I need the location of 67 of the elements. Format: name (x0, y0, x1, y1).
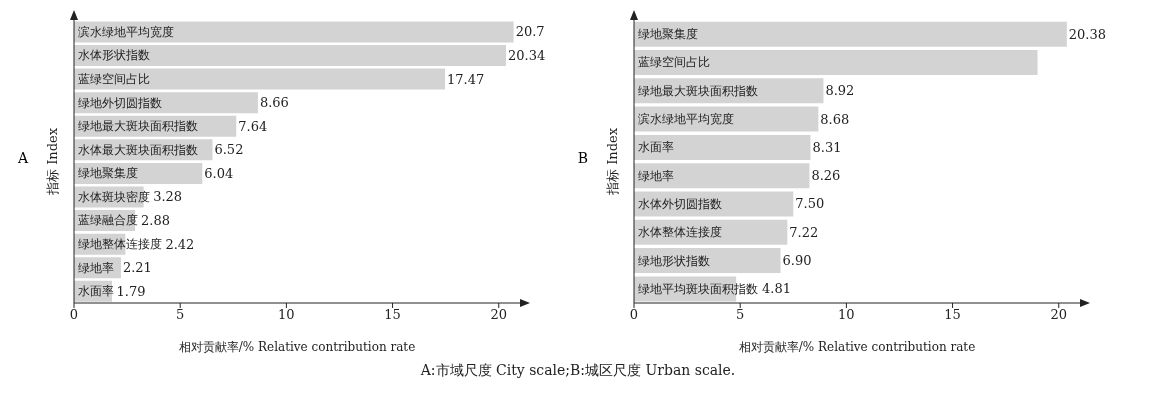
y-tick-label: 绿地率 (638, 168, 674, 183)
y-tick-label: 绿地聚集度 (638, 27, 698, 42)
data-label: 8.66 (259, 95, 289, 111)
bar (634, 21, 1067, 47)
y-tick-label: 水体外切圆指数 (638, 196, 722, 211)
data-label: 2.88 (141, 213, 170, 229)
bar (74, 45, 506, 66)
y-tick-label: 绿地形状指数 (638, 253, 710, 268)
text: A (16, 149, 30, 168)
x-tick-label: 5 (736, 307, 745, 323)
data-label: 6.90 (782, 253, 812, 269)
data-label: 8.68 (820, 111, 850, 127)
y-tick-label: 水体斑块密度 (78, 189, 150, 204)
y-tick-label: 绿地率 (78, 260, 114, 275)
data-label: 17.47 (447, 71, 485, 87)
data-label: 8.92 (825, 83, 855, 99)
x-tick-label: 0 (629, 307, 639, 323)
data-label: 1.79 (116, 283, 146, 299)
data-label: 6.04 (204, 165, 234, 181)
x-tick-label: 20 (490, 307, 508, 323)
y-tick-label: 水面率 (638, 140, 674, 155)
y-tick-label: 绿地最大斑块面积指数 (78, 119, 198, 134)
bar (634, 163, 810, 189)
y-tick-label: 滨水绿地平均宽度 (78, 24, 174, 39)
x-tick-label: 10 (278, 307, 295, 323)
y-tick-label: 绿地聚集度 (78, 166, 138, 181)
text: B (576, 149, 590, 168)
data-label: 6.52 (214, 142, 244, 158)
y-tick-label: 水面率 (78, 284, 114, 299)
data-label: 7.22 (789, 224, 819, 240)
text: A:市域尺度 City scale;B:城区尺度 Urban scale. (419, 362, 737, 380)
data-label: 2.21 (122, 260, 152, 276)
y-tick-label: 蓝绿融合度 (78, 213, 138, 228)
y-tick-label: 水体最大斑块面积指数 (78, 142, 198, 157)
y-axis-title: 指标 Index (44, 127, 60, 196)
data-label: 2.42 (165, 236, 195, 252)
y-tick-label: 水体整体连接度 (638, 225, 722, 240)
data-label: 20.7 (515, 24, 545, 40)
y-axis-title: 指标 Index (604, 127, 620, 196)
x-tick-label: 15 (944, 307, 961, 323)
x-tick-label: 10 (838, 307, 855, 323)
x-axis-title: 相对贡献率/% Relative contribution rate (738, 340, 976, 354)
bar (74, 21, 514, 43)
data-label: 8.31 (812, 139, 842, 155)
bar (74, 68, 446, 90)
bar (634, 134, 811, 160)
y-tick-label: 绿地外切圆指数 (78, 95, 162, 110)
data-label: 4.81 (762, 281, 791, 297)
y-tick-label: 绿地最大斑块面积指数 (638, 83, 758, 98)
x-tick-label: 5 (176, 307, 185, 323)
data-label: 7.64 (238, 118, 268, 134)
data-label: 20.38 (1068, 26, 1107, 42)
y-tick-label: 蓝绿空间占比 (78, 71, 150, 86)
x-axis-title: 相对贡献率/% Relative contribution rate (178, 340, 416, 354)
y-tick-label: 绿地整体连接度 (78, 237, 162, 252)
data-label: 7.50 (795, 196, 825, 212)
data-label: 3.28 (153, 189, 183, 205)
y-tick-label: 蓝绿空间占比 (638, 55, 710, 70)
bar (634, 50, 1038, 75)
data-label: 8.26 (811, 168, 841, 184)
y-tick-label: 滨水绿地平均宽度 (638, 112, 734, 127)
x-tick-label: 0 (69, 307, 79, 323)
data-label: 20.34 (507, 48, 546, 63)
y-tick-label: 绿地平均斑块面积指数 (638, 281, 758, 296)
y-tick-label: 水体形状指数 (78, 48, 150, 63)
x-tick-label: 15 (384, 307, 401, 323)
x-tick-label: 20 (1050, 307, 1068, 323)
